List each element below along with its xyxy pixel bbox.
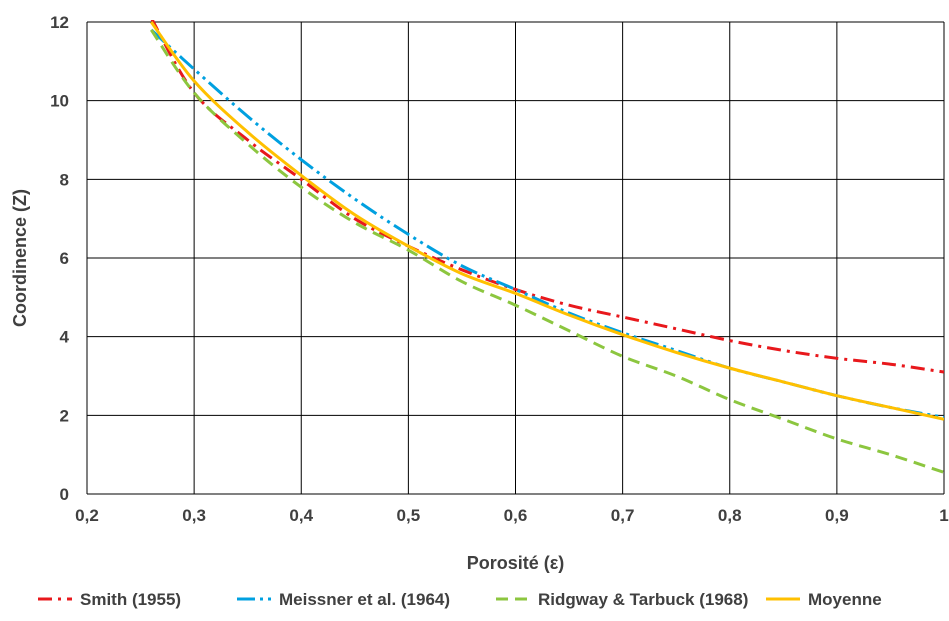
y-tick-labels: 0 2 4 6 8 10 12 [50,13,69,504]
x-tick-label: 0,5 [397,506,421,525]
series-lines [150,20,944,474]
legend-label: Ridgway & Tarbuck (1968) [538,590,748,609]
x-tick-label: 0,9 [825,506,849,525]
x-tick-labels: 0,2 0,3 0,4 0,5 0,6 0,7 0,8 0,9 1 [75,506,949,525]
x-tick-label: 0,4 [289,506,313,525]
y-tick-label: 0 [60,485,69,504]
x-tick-label: 0,8 [718,506,742,525]
x-tick-label: 0,7 [611,506,635,525]
y-tick-label: 12 [50,13,69,32]
y-tick-label: 10 [50,92,69,111]
x-tick-label: 0,3 [182,506,206,525]
legend-label: Moyenne [808,590,882,609]
x-tick-label: 0,6 [504,506,528,525]
y-tick-label: 8 [60,170,69,189]
series-line-moyenne [150,21,944,421]
y-tick-label: 2 [60,406,69,425]
legend-label: Smith (1955) [80,590,181,609]
legend: Smith (1955) Meissner et al. (1964) Ridgwa… [38,590,882,609]
y-tick-label: 6 [60,249,69,268]
legend-label: Meissner et al. (1964) [279,590,450,609]
x-axis-title: Porosité (ε) [467,553,565,573]
x-tick-label: 1 [939,506,948,525]
series-line-meissner-et-al-1964 [150,28,944,419]
grid [86,21,945,495]
y-axis-title: Coordinence (Z) [10,189,30,327]
y-tick-label: 4 [60,328,70,347]
series-line-ridgway-tarbuck-1968 [150,29,944,474]
x-tick-label: 0,2 [75,506,99,525]
